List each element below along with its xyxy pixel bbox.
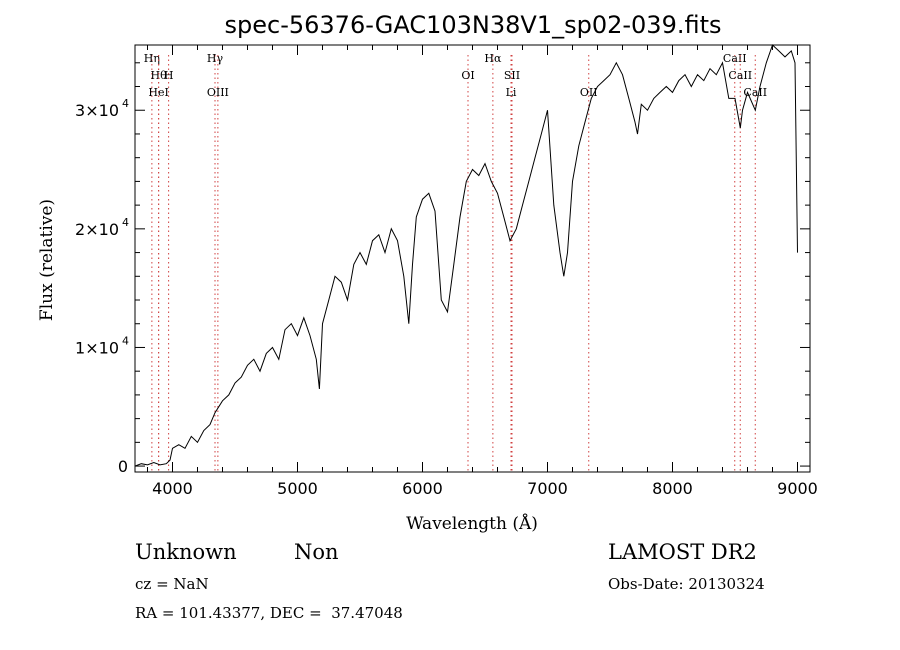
line-label-2: H bbox=[164, 69, 174, 82]
line-label-8: SII bbox=[504, 69, 520, 82]
x-tick-label-0: 4000 bbox=[152, 479, 193, 498]
x-tick-label-2: 6000 bbox=[402, 479, 443, 498]
y-tick-exponent-2: 4 bbox=[122, 216, 129, 229]
line-label-6: OI bbox=[461, 69, 474, 82]
x-tick-label-3: 7000 bbox=[527, 479, 568, 498]
object-subclass: Non bbox=[294, 540, 339, 564]
chart-title: spec-56376-GAC103N38V1_sp02-039.fits bbox=[225, 11, 722, 39]
x-tick-label-5: 9000 bbox=[777, 479, 818, 498]
x-axis-label: Wavelength (Å) bbox=[406, 513, 538, 534]
line-label-12: CaII bbox=[728, 69, 752, 82]
coordinates-readout: RA = 101.43377, DEC = 37.47048 bbox=[135, 604, 403, 622]
spectrum-line bbox=[134, 44, 798, 467]
line-label-4: Hγ bbox=[207, 52, 224, 65]
observation-date: Obs-Date: 20130324 bbox=[608, 575, 765, 593]
line-label-0: Hη bbox=[144, 52, 160, 65]
line-label-11: CaII bbox=[723, 52, 747, 65]
line-label-1: Hθ bbox=[151, 69, 168, 82]
plot-frame bbox=[134, 44, 811, 473]
redshift-readout: cz = NaN bbox=[135, 575, 209, 593]
line-label-10: OII bbox=[580, 86, 598, 99]
y-tick-exponent-1: 4 bbox=[122, 334, 129, 347]
line-label-7: Hα bbox=[484, 52, 502, 65]
y-tick-label-2: 2×10 bbox=[75, 220, 119, 239]
object-class: Unknown bbox=[135, 540, 237, 564]
line-label-3: HeI bbox=[148, 86, 168, 99]
y-tick-label-0: 0 bbox=[118, 457, 128, 476]
line-label-9: Li bbox=[506, 86, 517, 99]
line-label-5: OIII bbox=[207, 86, 229, 99]
y-tick-label-1: 1×10 bbox=[75, 338, 119, 357]
x-tick-label-1: 5000 bbox=[277, 479, 318, 498]
y-axis-label: Flux (relative) bbox=[37, 199, 57, 321]
survey-label: LAMOST DR2 bbox=[608, 540, 757, 564]
y-tick-label-3: 3×10 bbox=[75, 101, 119, 120]
x-tick-label-4: 8000 bbox=[652, 479, 693, 498]
y-tick-exponent-3: 4 bbox=[122, 97, 129, 110]
